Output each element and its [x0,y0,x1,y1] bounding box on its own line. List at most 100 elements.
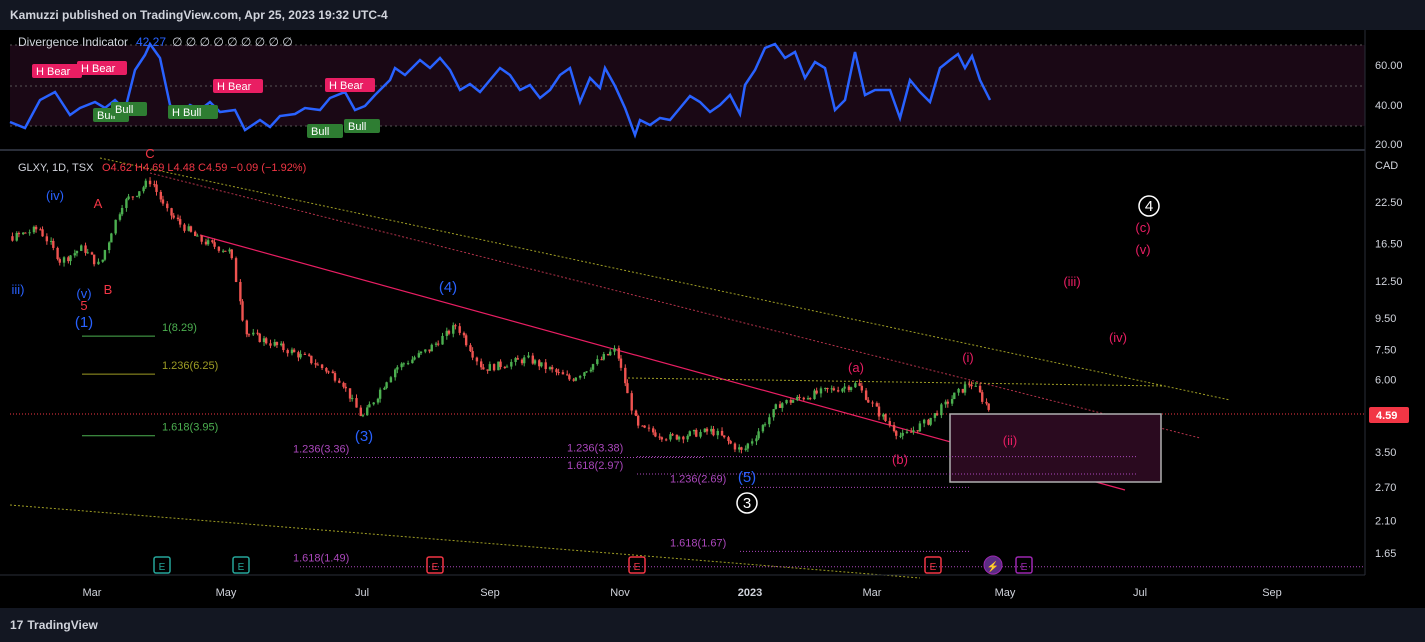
y-tick-label: 12.50 [1375,276,1403,288]
candle [368,401,371,408]
earnings-marker[interactable]: E [153,556,171,574]
candle [314,359,317,368]
candle [148,177,152,187]
wave-label-text: (v) [1135,242,1150,257]
candle [927,418,930,426]
candle [166,201,169,212]
wave-label-text: iii) [12,282,25,297]
candle [974,382,977,387]
candle [310,355,313,365]
candle [447,329,451,336]
candle [619,354,623,371]
candle [183,223,186,233]
indicator-name: Divergence Indicator [18,35,128,49]
target-box[interactable] [949,413,1162,483]
candle [290,347,294,356]
wave-label-text: (5) [738,469,756,486]
candle [221,249,225,253]
candle [430,343,433,352]
price-axis[interactable]: 22.50 16.50 12.50 9.50 7.50 6.00 3.50 2.70 2.10 1… [1375,197,1403,560]
time-axis[interactable]: Mar May Jul Sep Nov 2023 Mar May Jul Sep [83,587,1282,599]
x-tick-label: Mar [83,587,102,599]
candle [120,204,124,217]
symbol-label: GLXY, 1D, TSX [18,162,94,174]
candle [280,341,283,347]
fib-level: 1.618(1.49) [293,553,1365,568]
candle [131,196,135,201]
candle [488,361,492,371]
candle [568,373,571,381]
earnings-marker[interactable]: E [924,556,942,574]
wave-label: (iv) [1109,330,1127,345]
candle [372,402,375,406]
candle [589,367,593,373]
earnings-marker[interactable]: E [628,556,646,574]
candle [757,428,760,441]
candle [892,422,896,433]
candle [303,352,307,355]
wave-label: (v) [1135,242,1150,257]
candle [671,432,674,437]
candle [675,434,679,441]
wave-label: (1) [75,314,93,331]
candle [299,350,302,360]
candle [961,388,965,394]
wave-label-text: (i) [962,350,974,365]
candle [664,438,668,442]
indicator-axis: 60.00 40.00 20.00 [1375,60,1403,151]
candle [763,422,767,427]
candle [695,428,698,438]
candle [722,435,726,439]
candle [660,436,664,442]
indicator-extra: ∅ ∅ ∅ ∅ ∅ ∅ ∅ ∅ ∅ [172,35,293,49]
candle [252,328,255,336]
candle [428,349,431,354]
earnings-marker-text: ⚡ [987,560,999,573]
tradingview-logo[interactable]: 17 TradingView [10,618,98,632]
candle [836,386,840,393]
candle [527,352,530,359]
candle [785,399,788,405]
candle [789,397,793,405]
candle [738,444,741,453]
candle [613,345,616,356]
divergence-label: H Bear [77,61,127,75]
candle [699,429,702,439]
candle [710,425,713,435]
candle [161,195,165,206]
x-tick-label: Sep [1262,587,1282,599]
candle [264,336,268,345]
candle [871,400,874,408]
wave-label: 3 [736,492,758,514]
y-tick-label: 9.50 [1375,313,1396,325]
candle [67,255,70,264]
fib-label: 1.236(6.25) [162,360,218,372]
candle [333,371,337,383]
candle [211,239,214,244]
earnings-marker[interactable]: ⚡ [983,555,1003,575]
top-bar: Kamuzzi published on TradingView.com, Ap… [0,0,1425,30]
candle [555,368,558,376]
x-tick-label: Jul [1133,587,1147,599]
candle [727,435,730,445]
candles [11,177,990,454]
candle [617,345,621,361]
candle [217,246,221,253]
wave-label: 4 [1138,195,1160,217]
candle [946,399,950,408]
earnings-marker[interactable]: E [232,556,250,574]
candle [58,257,61,266]
earnings-marker[interactable]: E [426,556,444,574]
wave-label-text: (c) [1135,220,1150,235]
wave-label: (iii) [1063,274,1080,289]
candle [600,356,603,361]
yellow-resistance-line [627,377,1166,387]
candle [544,359,547,374]
earnings-marker[interactable]: E [1015,556,1033,574]
candle [953,392,956,400]
candle [548,366,552,371]
chart-area[interactable]: Divergence Indicator 42.27 ∅ ∅ ∅ ∅ ∅ ∅ ∅… [0,30,1425,608]
candle [882,412,885,420]
candle [437,340,440,347]
candle [464,333,468,347]
